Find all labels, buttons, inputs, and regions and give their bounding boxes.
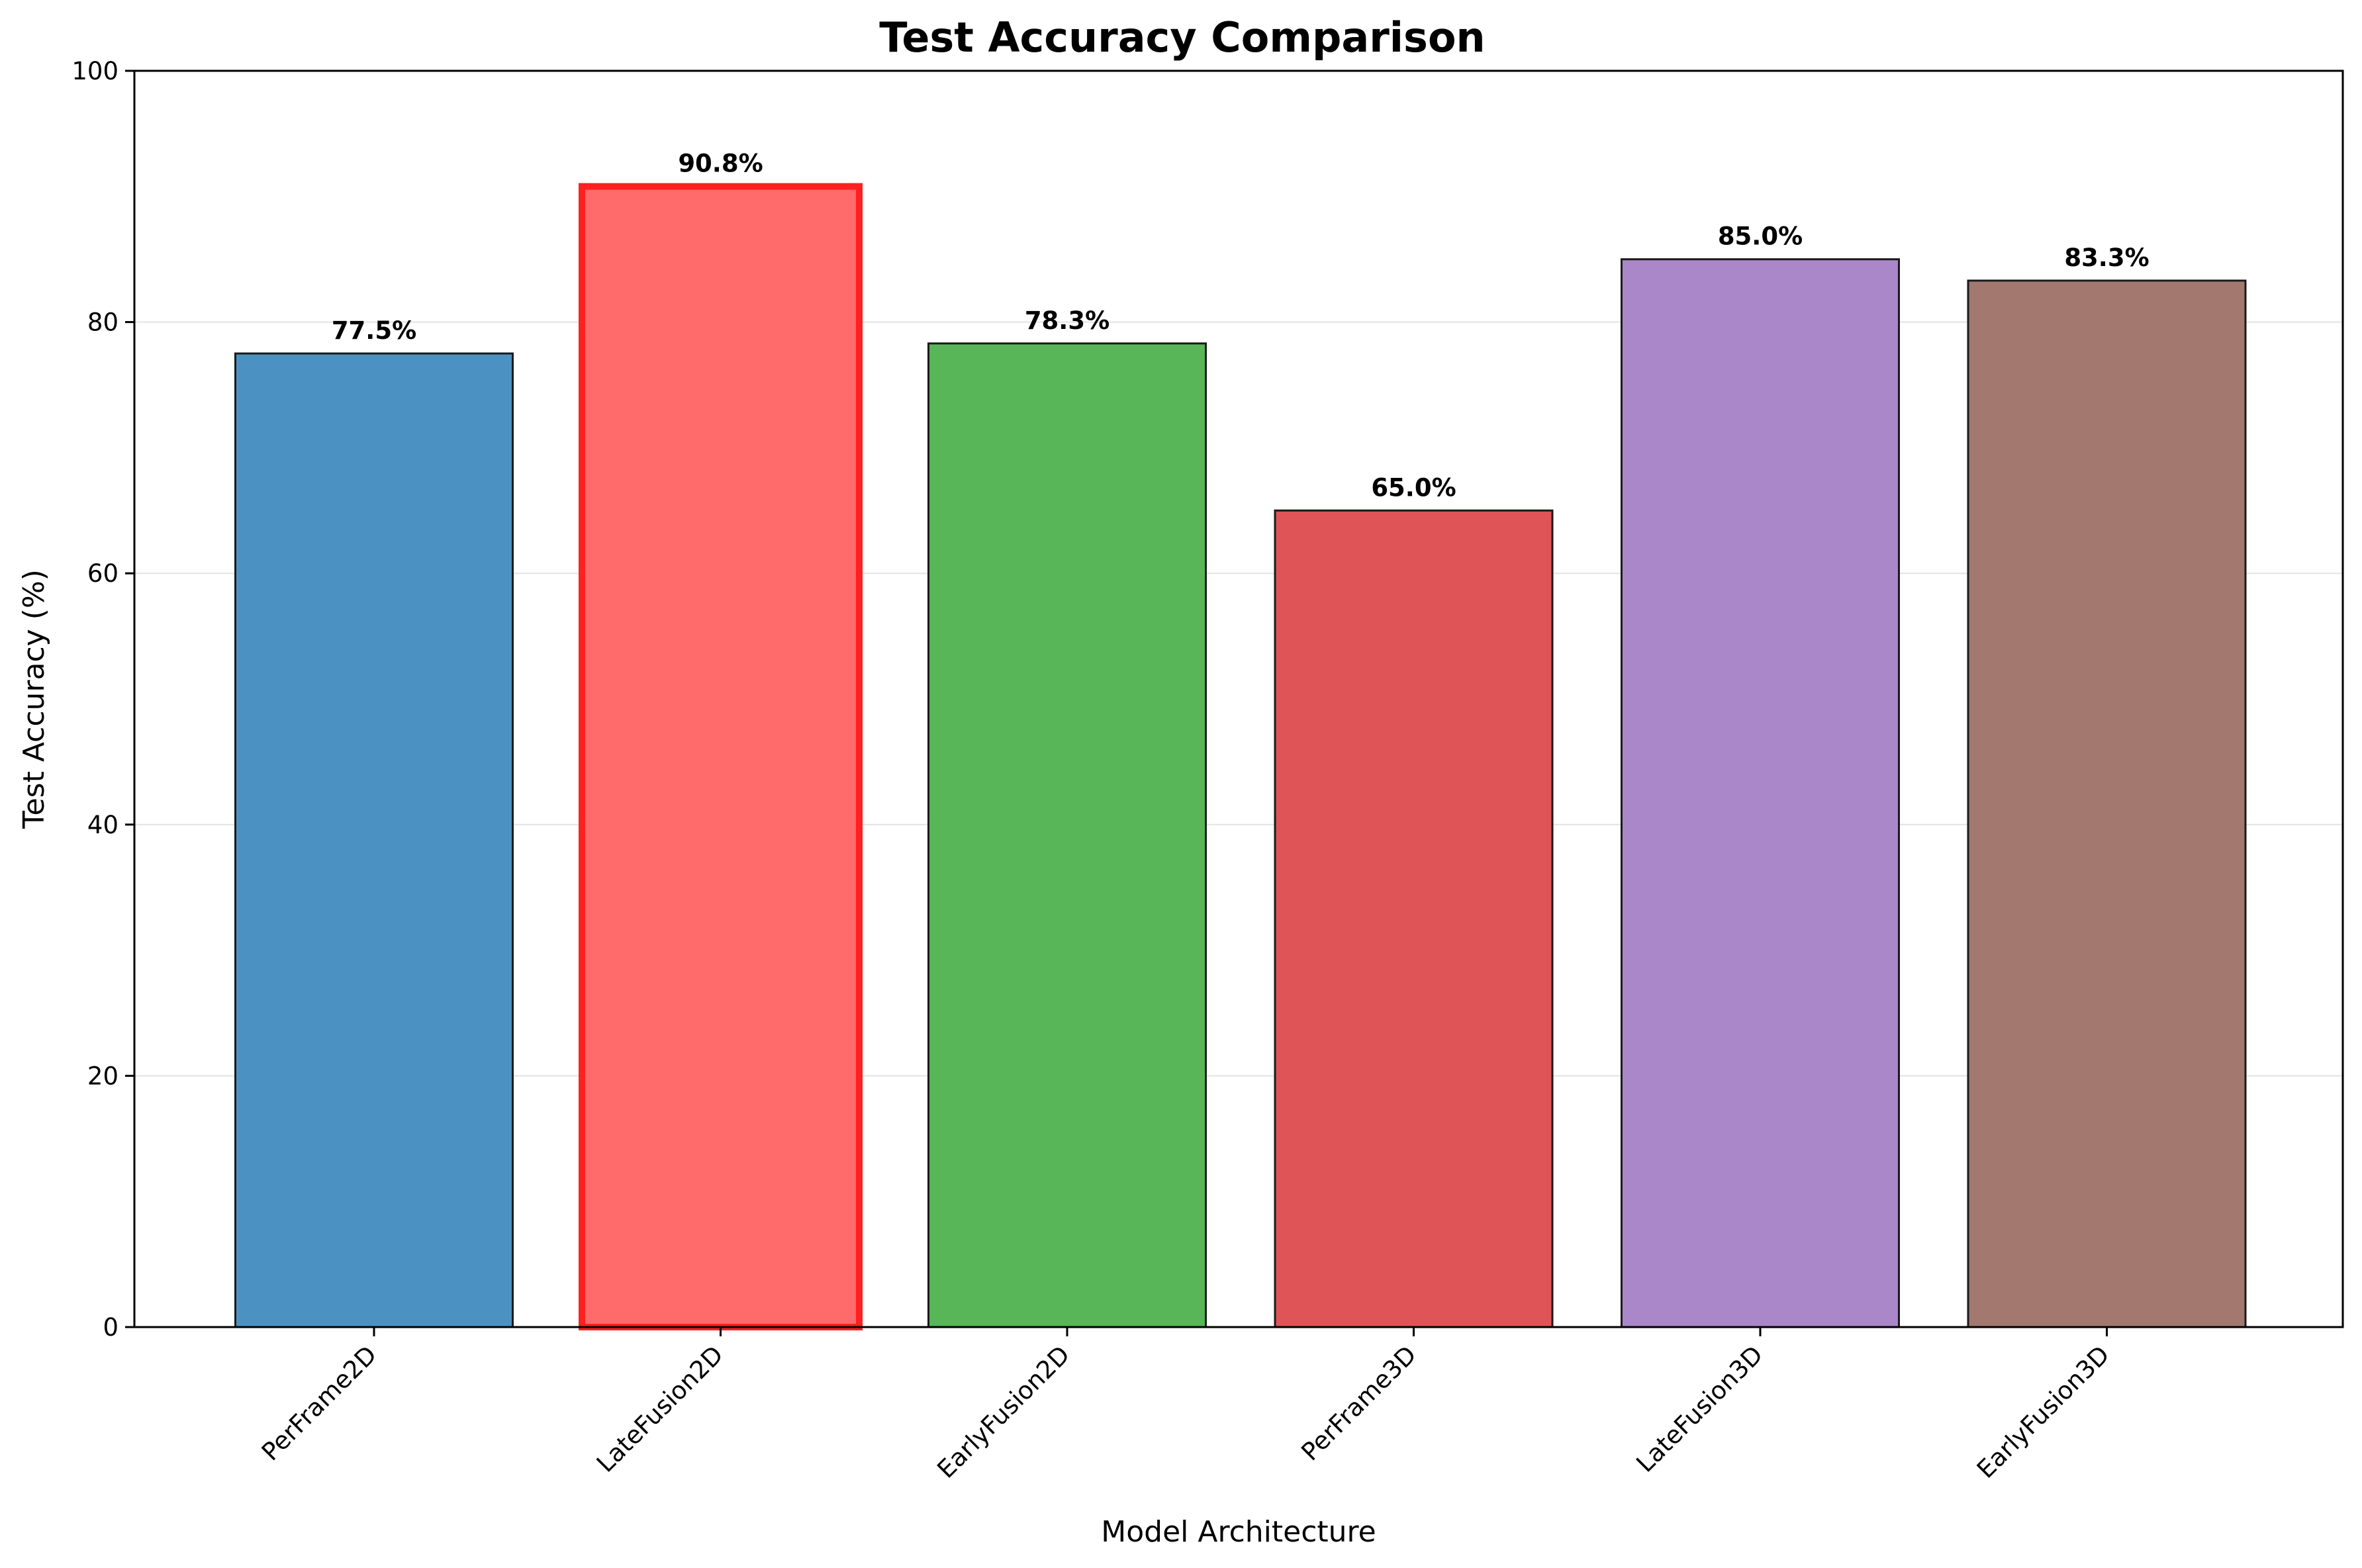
y-tick-label: 0 — [103, 1313, 118, 1342]
bar-earlyfusion3d — [1967, 279, 2247, 1328]
y-axis-ticks: 0 20 40 60 80 100 — [71, 57, 134, 1342]
y-tick-label: 40 — [87, 811, 118, 839]
bar-earlyfusion2d — [927, 342, 1207, 1328]
y-tick-label: 80 — [87, 308, 118, 337]
bar-value-labels: 77.5% 90.8% 78.3% 65.0% 85.0% 83.3% — [332, 150, 2149, 502]
bar-latefusion3d — [1621, 258, 1900, 1328]
plot-area-frame — [133, 69, 2344, 1328]
y-tick-label: 100 — [71, 57, 118, 85]
chart-title: Test Accuracy Comparison — [879, 13, 1485, 62]
y-tick-label: 60 — [87, 559, 118, 588]
bar-value-label: 77.5% — [332, 316, 416, 345]
bar-value-label: 90.8% — [678, 150, 763, 178]
bars — [234, 183, 2247, 1331]
y-tick-label: 20 — [87, 1062, 118, 1090]
bar-value-label: 85.0% — [1718, 222, 1803, 251]
bar-value-label: 78.3% — [1025, 306, 1110, 335]
bar-latefusion2d — [579, 183, 863, 1331]
bar-value-label: 65.0% — [1371, 473, 1456, 502]
y-axis-label: Test Accuracy (%) — [17, 569, 51, 829]
x-axis-label: Model Architecture — [1101, 1515, 1376, 1549]
bar-value-label: 83.3% — [2064, 244, 2149, 272]
bar-perframe3d — [1274, 509, 1554, 1328]
bar-perframe2d — [234, 352, 514, 1328]
